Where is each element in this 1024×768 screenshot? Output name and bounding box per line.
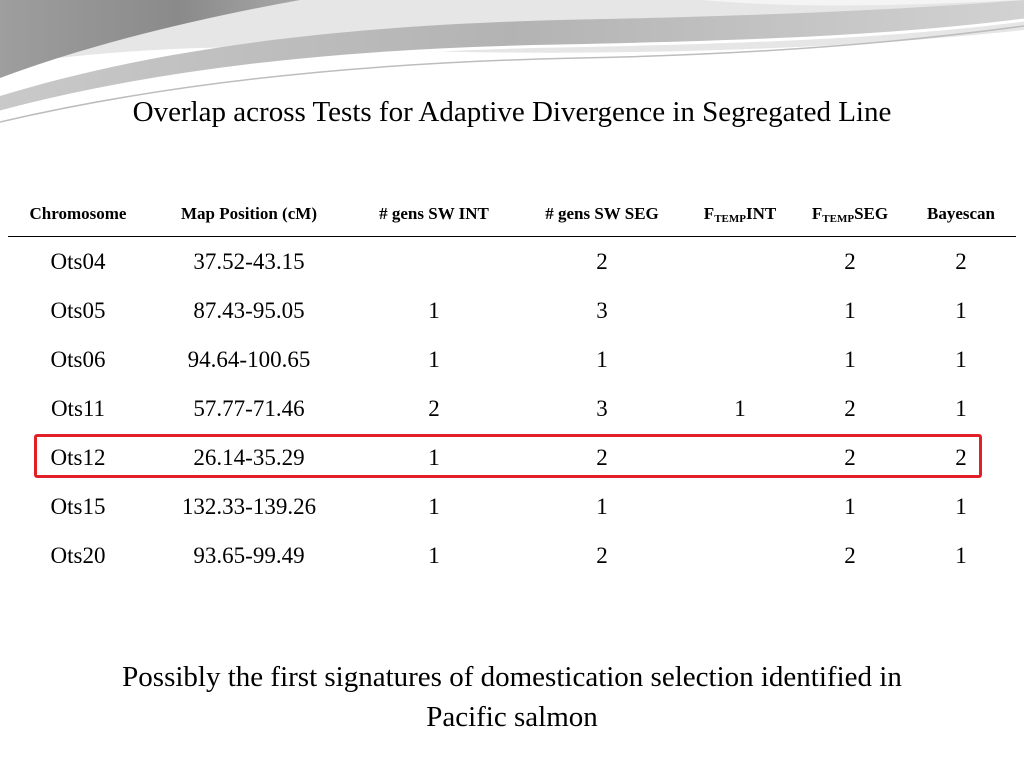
cell-bayescan: 2: [955, 248, 967, 274]
cell-ftemp-seg: 1: [844, 297, 856, 323]
cell-gens-sw-int: 1: [428, 493, 440, 519]
highlight-box-ots12: [34, 434, 982, 478]
cell-map-position: 132.33-139.26: [181, 493, 317, 519]
cell-ftemp-seg: 2: [844, 542, 856, 568]
cell-gens-sw-seg: 2: [596, 542, 608, 568]
header-bayescan: Bayescan: [927, 204, 995, 223]
cell-gens-sw-seg: 1: [596, 493, 608, 519]
cell-ftemp-seg: 1: [844, 346, 856, 372]
cell-ftemp-int: [686, 286, 794, 335]
cell-map-position: 93.65-99.49: [193, 542, 305, 568]
table-header-row: Chromosome Map Position (cM) # gens SW I…: [8, 192, 1016, 237]
cell-ftemp-int: [686, 531, 794, 580]
cell-ftemp-int: [686, 482, 794, 531]
cell-ftemp-int: [686, 335, 794, 384]
cell-chromosome: Ots11: [50, 395, 106, 421]
conclusion-line-2: Pacific salmon: [426, 701, 598, 733]
cell-ftemp-int: 1: [734, 395, 746, 421]
cell-gens-sw-seg: 3: [596, 297, 608, 323]
cell-chromosome: Ots06: [50, 346, 106, 372]
cell-map-position: 37.52-43.15: [193, 248, 305, 274]
cell-map-position: 26.14-35.29: [193, 444, 305, 470]
conclusion-line-1: Possibly the first signatures of domesti…: [122, 661, 902, 693]
cell-ftemp-seg: 2: [844, 395, 856, 421]
cell-gens-sw-int: 1: [428, 542, 440, 568]
table-row: Ots06 94.64-100.65 1 1 1 1: [8, 335, 1016, 384]
header-ftemp-int: FTEMPINT: [703, 203, 777, 225]
cell-gens-sw-seg: 2: [596, 444, 608, 470]
cell-ftemp-int: [686, 237, 794, 287]
conclusion-text: Possibly the first signatures of domesti…: [0, 657, 1024, 737]
cell-ftemp-seg: 1: [844, 493, 856, 519]
cell-bayescan: 1: [955, 297, 967, 323]
cell-chromosome: Ots12: [50, 444, 106, 470]
cell-bayescan: 1: [955, 395, 967, 421]
table-row-highlighted: Ots12 26.14-35.29 1 2 2 2: [8, 433, 1016, 482]
header-gens-sw-int: # gens SW INT: [379, 204, 489, 223]
header-gens-sw-seg: # gens SW SEG: [545, 204, 659, 223]
table-row: Ots15 132.33-139.26 1 1 1 1: [8, 482, 1016, 531]
cell-gens-sw-int: [350, 237, 518, 287]
cell-map-position: 94.64-100.65: [187, 346, 311, 372]
cell-chromosome: Ots15: [50, 493, 106, 519]
cell-ftemp-seg: 2: [844, 248, 856, 274]
cell-chromosome: Ots04: [50, 248, 106, 274]
cell-bayescan: 1: [955, 493, 967, 519]
cell-chromosome: Ots20: [50, 542, 106, 568]
header-map-position: Map Position (cM): [181, 204, 317, 223]
cell-gens-sw-int: 1: [428, 444, 440, 470]
cell-map-position: 87.43-95.05: [193, 297, 305, 323]
cell-gens-sw-seg: 3: [596, 395, 608, 421]
cell-map-position: 57.77-71.46: [193, 395, 305, 421]
cell-gens-sw-int: 1: [428, 297, 440, 323]
overlap-table: Chromosome Map Position (cM) # gens SW I…: [8, 192, 1016, 580]
decorative-swoosh: [0, 0, 1024, 123]
cell-bayescan: 2: [955, 444, 967, 470]
header-ftemp-seg: FTEMPSEG: [811, 203, 889, 225]
cell-gens-sw-int: 1: [428, 346, 440, 372]
cell-gens-sw-seg: 2: [596, 248, 608, 274]
slide-title: Overlap across Tests for Adaptive Diverg…: [132, 96, 892, 128]
cell-bayescan: 1: [955, 542, 967, 568]
header-chromosome: Chromosome: [29, 204, 127, 223]
table-row: Ots11 57.77-71.46 2 3 1 2 1: [8, 384, 1016, 433]
cell-gens-sw-int: 2: [428, 395, 440, 421]
table-row: Ots20 93.65-99.49 1 2 2 1: [8, 531, 1016, 580]
table-row: Ots05 87.43-95.05 1 3 1 1: [8, 286, 1016, 335]
cell-gens-sw-seg: 1: [596, 346, 608, 372]
cell-bayescan: 1: [955, 346, 967, 372]
cell-ftemp-seg: 2: [844, 444, 856, 470]
table-row: Ots04 37.52-43.15 2 2 2: [8, 237, 1016, 287]
cell-chromosome: Ots05: [50, 297, 106, 323]
